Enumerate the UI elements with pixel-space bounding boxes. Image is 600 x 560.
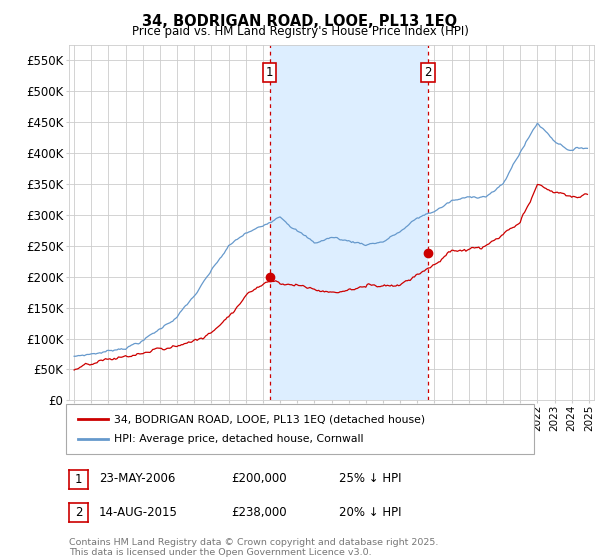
Text: 1: 1 — [75, 473, 82, 486]
Bar — [269, 45, 428, 400]
Text: 14-AUG-2015: 14-AUG-2015 — [99, 506, 178, 519]
Text: 34, BODRIGAN ROAD, LOOE, PL13 1EQ (detached house): 34, BODRIGAN ROAD, LOOE, PL13 1EQ (detac… — [114, 414, 425, 424]
Text: 1: 1 — [266, 66, 274, 79]
Text: Price paid vs. HM Land Registry's House Price Index (HPI): Price paid vs. HM Land Registry's House … — [131, 25, 469, 38]
Text: HPI: Average price, detached house, Cornwall: HPI: Average price, detached house, Corn… — [114, 433, 364, 444]
Text: £200,000: £200,000 — [231, 472, 287, 486]
Text: 25% ↓ HPI: 25% ↓ HPI — [339, 472, 401, 486]
Text: £238,000: £238,000 — [231, 506, 287, 519]
Text: 23-MAY-2006: 23-MAY-2006 — [99, 472, 175, 486]
Text: Contains HM Land Registry data © Crown copyright and database right 2025.
This d: Contains HM Land Registry data © Crown c… — [69, 538, 439, 557]
Text: 20% ↓ HPI: 20% ↓ HPI — [339, 506, 401, 519]
Text: 2: 2 — [75, 506, 82, 520]
Text: 34, BODRIGAN ROAD, LOOE, PL13 1EQ: 34, BODRIGAN ROAD, LOOE, PL13 1EQ — [142, 14, 458, 29]
Text: 2: 2 — [424, 66, 431, 79]
